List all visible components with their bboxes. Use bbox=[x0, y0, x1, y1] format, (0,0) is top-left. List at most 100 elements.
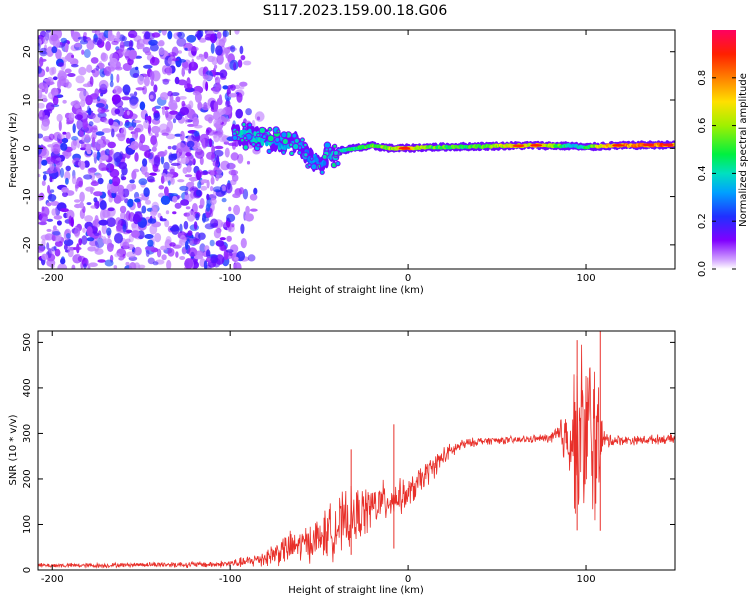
spectrogram-noise-blob bbox=[181, 61, 189, 69]
spectrogram-noise-blob bbox=[218, 94, 222, 103]
spectrogram-noise-blob bbox=[38, 82, 47, 90]
spectrogram-noise-blob bbox=[41, 89, 45, 93]
spectrogram-signal-point bbox=[241, 121, 247, 128]
spectrogram-noise-blob bbox=[142, 85, 148, 95]
spectrogram-noise-blob bbox=[63, 244, 68, 251]
spectrogram-noise-blob bbox=[93, 232, 100, 236]
spectrogram-noise-blob bbox=[71, 136, 79, 141]
spectrogram-noise-blob bbox=[129, 262, 137, 269]
spectrogram-noise-blob bbox=[86, 202, 92, 206]
spectrogram-noise-blob bbox=[185, 206, 191, 210]
spectrogram-noise-blob bbox=[60, 37, 68, 44]
spectrogram-noise-blob bbox=[74, 199, 81, 203]
spectrogram-noise-blob bbox=[239, 81, 248, 87]
spectrogram-noise-blob bbox=[154, 232, 162, 243]
snr-x-tick-label: -200 bbox=[41, 574, 64, 585]
spectrogram-noise-blob bbox=[133, 91, 138, 97]
spectrogram-noise-blob bbox=[197, 101, 203, 111]
spectrogram-noise-blob bbox=[186, 34, 197, 43]
spectrogram-noise-blob bbox=[57, 134, 66, 140]
spectrogram-noise-blob bbox=[198, 37, 207, 43]
spectrogram-noise-blob bbox=[102, 209, 110, 218]
spectrogram-noise-blob bbox=[61, 137, 69, 144]
spectrogram-noise-blob bbox=[231, 174, 239, 182]
snr-y-tick-label: 300 bbox=[22, 424, 33, 443]
spectrogram-noise-blob bbox=[204, 114, 215, 122]
spectrogram-signal-point bbox=[321, 153, 328, 160]
spectrogram-noise-blob bbox=[194, 141, 201, 148]
spectrogram-noise-blob bbox=[38, 246, 45, 253]
spectrogram-noise-blob bbox=[40, 30, 47, 38]
spectrogram-signal-point bbox=[256, 133, 261, 138]
snr-panel: -200 -100 0 100 0 100 200 300 400 500 Height of s… bbox=[8, 330, 676, 596]
spectrogram-noise-blob bbox=[206, 193, 210, 201]
spectrogram-noise-blob bbox=[116, 73, 120, 83]
spectrogram-noise-blob bbox=[166, 120, 173, 132]
spectrogram-noise-blob bbox=[184, 115, 188, 124]
spectrogram-noise-blob bbox=[91, 30, 97, 34]
spectrogram-noise-blob bbox=[62, 131, 67, 135]
spectrogram-signal-point bbox=[309, 156, 314, 161]
spectrogram-noise-blob bbox=[226, 213, 236, 223]
spectrogram-noise-blob bbox=[172, 211, 177, 215]
spectrogram-noise-blob bbox=[79, 201, 84, 209]
spectrogram-noise-blob bbox=[139, 133, 146, 144]
spectrogram-y-tick-label: 20 bbox=[22, 45, 33, 58]
spectrogram-y-tick-label: -20 bbox=[22, 237, 33, 253]
spectrogram-noise-blob bbox=[171, 46, 179, 57]
spectrogram-noise-blob bbox=[228, 206, 232, 212]
spectrogram-noise-blob bbox=[183, 232, 193, 237]
spectrogram-noise-blob bbox=[198, 169, 203, 178]
spectrogram-noise-blob bbox=[174, 202, 182, 209]
spectrogram-noise-blob bbox=[71, 175, 77, 185]
spectrogram-noise-blob bbox=[108, 118, 114, 126]
spectrogram-noise-blob bbox=[38, 109, 45, 121]
spectrogram-noise-blob bbox=[38, 66, 42, 74]
spectrogram-noise-blob bbox=[215, 240, 225, 247]
spectrogram-noise-blob bbox=[62, 99, 67, 104]
spectrogram-noise-blob bbox=[47, 184, 51, 194]
spectrogram-x-tick-label: 100 bbox=[576, 273, 595, 284]
spectrogram-noise-blob bbox=[177, 179, 185, 183]
spectrogram-noise-blob bbox=[52, 231, 61, 236]
spectrogram-noise-blob bbox=[192, 91, 200, 96]
spectrogram-noise-blob bbox=[99, 200, 107, 210]
spectrogram-noise-blob bbox=[44, 115, 49, 121]
spectrogram-noise-blob bbox=[184, 174, 193, 178]
spectrogram-noise-blob bbox=[203, 51, 209, 59]
spectrogram-noise-blob bbox=[233, 262, 242, 269]
spectrogram-noise-blob bbox=[67, 73, 76, 77]
spectrogram-noise-blob bbox=[180, 199, 190, 206]
spectrogram-noise-blob bbox=[176, 151, 180, 163]
spectrogram-noise-blob bbox=[210, 197, 217, 205]
spectrogram-signal-point bbox=[242, 135, 248, 141]
spectrogram-noise-blob bbox=[128, 49, 137, 60]
spectrogram-noise-blob bbox=[49, 176, 53, 183]
spectrogram-noise-blob bbox=[56, 113, 63, 122]
spectrogram-noise-blob bbox=[137, 75, 145, 85]
spectrogram-y-tick-label: 10 bbox=[22, 94, 33, 107]
colorbar-tick-label: 0.6 bbox=[697, 118, 708, 134]
spectrogram-signal-point bbox=[335, 160, 341, 167]
spectrogram-noise-blob bbox=[50, 146, 54, 152]
spectrogram-noise-blob bbox=[200, 170, 209, 176]
spectrogram-noise-blob bbox=[125, 238, 131, 243]
snr-y-tick-label: 100 bbox=[22, 515, 33, 534]
spectrogram-noise-blob bbox=[70, 217, 75, 228]
spectrogram-noise-blob bbox=[45, 66, 50, 73]
spectrogram-noise-blob bbox=[188, 100, 194, 109]
spectrogram-noise-blob bbox=[202, 73, 209, 80]
snr-x-tick-label: 0 bbox=[405, 574, 411, 585]
spectrogram-noise-blob bbox=[186, 164, 192, 173]
spectrogram-noise-blob bbox=[59, 167, 65, 178]
spectrogram-noise-blob bbox=[244, 213, 254, 222]
spectrogram-noise-blob bbox=[50, 33, 59, 42]
spectrogram-noise-blob bbox=[179, 185, 189, 191]
spectrogram-noise-blob bbox=[139, 101, 146, 111]
spectrogram-noise-blob bbox=[146, 175, 155, 183]
spectrogram-noise-blob bbox=[144, 234, 154, 239]
spectrogram-noise-blob bbox=[184, 83, 193, 90]
spectrogram-noise-blob bbox=[53, 245, 57, 251]
spectrogram-noise-blob bbox=[215, 39, 221, 47]
spectrogram-noise-blob bbox=[198, 30, 204, 37]
